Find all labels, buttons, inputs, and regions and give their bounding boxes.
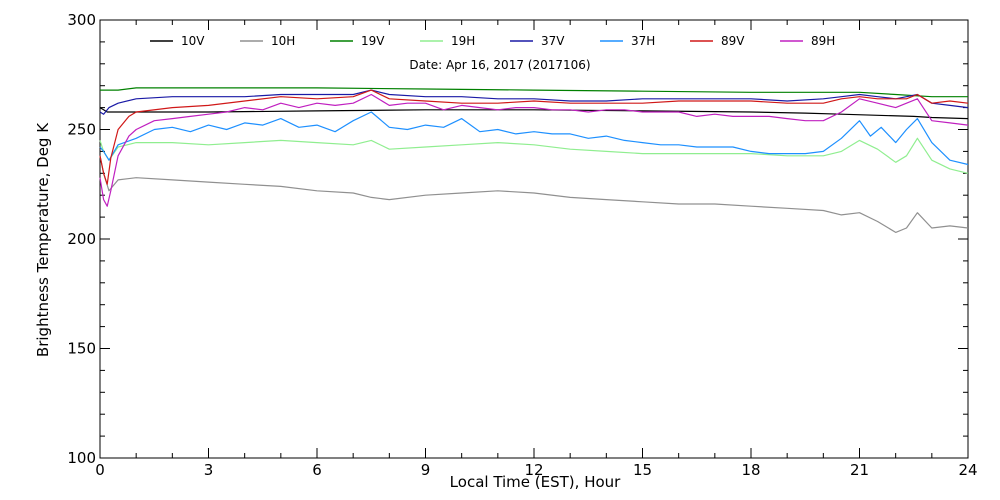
series-line-89h	[99, 93, 969, 207]
x-tick-label: 21	[850, 461, 869, 479]
plot-frame	[99, 19, 969, 459]
legend-label-37v: 37V	[541, 34, 565, 48]
legend-label-19v: 19V	[361, 34, 385, 48]
legend-label-89h: 89H	[811, 34, 835, 48]
x-tick-label: 24	[958, 461, 977, 479]
y-tick-label: 250	[67, 121, 96, 139]
x-tick-label: 15	[633, 461, 652, 479]
x-tick-label: 3	[204, 461, 214, 479]
date-annotation: Date: Apr 16, 2017 (2017106)	[409, 58, 590, 72]
x-tick-label: 12	[524, 461, 543, 479]
legend-label-10v: 10V	[181, 34, 205, 48]
y-tick-label: 200	[67, 230, 96, 248]
series-line-37v	[99, 89, 969, 115]
x-axis-title: Local Time (EST), Hour	[450, 473, 621, 491]
series-line-19h	[99, 137, 969, 174]
axes: 0 3 6 9 12 15 18 21 24 100 150 200 250 300	[67, 11, 977, 479]
y-tick-label: 150	[67, 340, 96, 358]
legend-label-10h: 10H	[271, 34, 295, 48]
legend-label-19h: 19H	[451, 34, 475, 48]
x-tick-label: 0	[95, 461, 105, 479]
series-line-19v	[100, 87, 968, 98]
legend-label-37h: 37H	[631, 34, 655, 48]
x-tick-label: 6	[312, 461, 322, 479]
series-line-10h	[99, 155, 969, 233]
series-line-10v	[99, 107, 969, 120]
legend-label-89v: 89V	[721, 34, 745, 48]
series-line-37h	[99, 111, 969, 166]
y-tick-label: 100	[67, 449, 96, 467]
x-tick-label: 9	[421, 461, 431, 479]
legend: 10V 10H 19V 19H 37V 37H 89V 89H	[150, 34, 835, 48]
series-line-89v	[99, 89, 969, 185]
y-tick-label: 300	[67, 11, 96, 29]
y-axis-title: Brightness Temperature, Deg K	[34, 122, 52, 357]
x-tick-label: 18	[741, 461, 760, 479]
series-lines	[99, 87, 969, 233]
